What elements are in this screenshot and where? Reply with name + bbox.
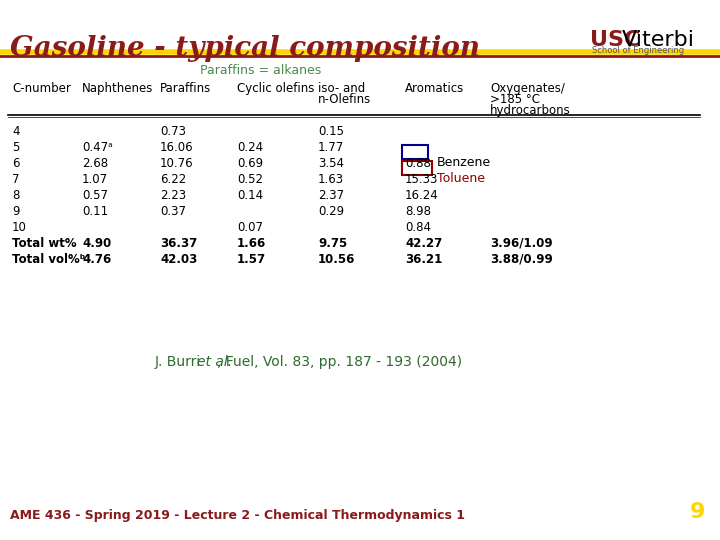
Text: 6: 6: [12, 157, 19, 170]
Text: 42.03: 42.03: [160, 253, 197, 266]
Text: 15.33: 15.33: [405, 173, 438, 186]
Text: 10: 10: [12, 221, 27, 234]
Text: 0.24: 0.24: [237, 141, 263, 154]
Text: 10.56: 10.56: [318, 253, 356, 266]
Text: 36.37: 36.37: [160, 237, 197, 250]
Text: 0.11: 0.11: [82, 205, 108, 218]
Text: 16.24: 16.24: [405, 189, 438, 202]
Text: 0.57: 0.57: [82, 189, 108, 202]
Text: 0.14: 0.14: [237, 189, 263, 202]
Text: Naphthenes: Naphthenes: [82, 82, 153, 95]
Text: n-Olefins: n-Olefins: [318, 93, 372, 106]
Text: Benzene: Benzene: [437, 156, 491, 169]
Text: 0.15: 0.15: [318, 125, 344, 138]
Text: 36.21: 36.21: [405, 253, 442, 266]
Text: 3.54: 3.54: [318, 157, 344, 170]
Text: 5: 5: [12, 141, 19, 154]
Text: 1.66: 1.66: [237, 237, 266, 250]
Text: 0.29: 0.29: [318, 205, 344, 218]
Text: >185 °C: >185 °C: [490, 93, 540, 106]
Text: 4.90: 4.90: [82, 237, 112, 250]
Text: 0.69: 0.69: [237, 157, 263, 170]
Text: Aromatics: Aromatics: [405, 82, 464, 95]
Text: 0.84: 0.84: [405, 221, 431, 234]
Text: Viterbi: Viterbi: [622, 30, 695, 50]
Text: 7: 7: [12, 173, 19, 186]
Text: 3.88/0.99: 3.88/0.99: [490, 253, 553, 266]
Text: 0.88: 0.88: [405, 157, 431, 170]
Text: School of Engineering: School of Engineering: [592, 46, 684, 55]
Text: 2.68: 2.68: [82, 157, 108, 170]
Text: 1.63: 1.63: [318, 173, 344, 186]
Text: Paraffins: Paraffins: [160, 82, 211, 95]
Text: 9.75: 9.75: [318, 237, 347, 250]
Text: 2.23: 2.23: [160, 189, 186, 202]
Text: 0.52: 0.52: [237, 173, 263, 186]
Text: 3.96/1.09: 3.96/1.09: [490, 237, 553, 250]
Text: et al.: et al.: [197, 355, 232, 369]
Text: Total wt%: Total wt%: [12, 237, 76, 250]
Text: 4: 4: [12, 125, 19, 138]
Text: Toluene: Toluene: [437, 172, 485, 185]
Text: 10.76: 10.76: [160, 157, 194, 170]
Text: hydrocarbons: hydrocarbons: [490, 104, 571, 117]
Text: 0.47ᵃ: 0.47ᵃ: [82, 141, 113, 154]
Text: 8: 8: [12, 189, 19, 202]
Text: iso- and: iso- and: [318, 82, 365, 95]
Text: 0.37: 0.37: [160, 205, 186, 218]
Text: AME 436 - Spring 2019 - Lecture 2 - Chemical Thermodynamics 1: AME 436 - Spring 2019 - Lecture 2 - Chem…: [10, 509, 465, 522]
Text: Gasoline - typical composition: Gasoline - typical composition: [10, 35, 480, 62]
Text: Oxygenates/: Oxygenates/: [490, 82, 565, 95]
Text: C-number: C-number: [12, 82, 71, 95]
Text: 0.73: 0.73: [160, 125, 186, 138]
Text: 4.76: 4.76: [82, 253, 112, 266]
Text: 9: 9: [690, 502, 705, 522]
Text: 2.37: 2.37: [318, 189, 344, 202]
Text: 1.57: 1.57: [237, 253, 266, 266]
Text: Cyclic olefins: Cyclic olefins: [237, 82, 315, 95]
Text: 16.06: 16.06: [160, 141, 194, 154]
Text: Total vol%ᵇ: Total vol%ᵇ: [12, 253, 86, 266]
Text: 42.27: 42.27: [405, 237, 442, 250]
Text: 8.98: 8.98: [405, 205, 431, 218]
Text: 0.07: 0.07: [237, 221, 263, 234]
Text: 1.07: 1.07: [82, 173, 108, 186]
Text: 1.77: 1.77: [318, 141, 344, 154]
Text: Paraffins = alkanes: Paraffins = alkanes: [200, 64, 321, 77]
Text: 9: 9: [12, 205, 19, 218]
Text: USC: USC: [590, 30, 640, 50]
Text: , Fuel, Vol. 83, pp. 187 - 193 (2004): , Fuel, Vol. 83, pp. 187 - 193 (2004): [217, 355, 462, 369]
Text: J. Burri: J. Burri: [155, 355, 206, 369]
Text: 6.22: 6.22: [160, 173, 186, 186]
